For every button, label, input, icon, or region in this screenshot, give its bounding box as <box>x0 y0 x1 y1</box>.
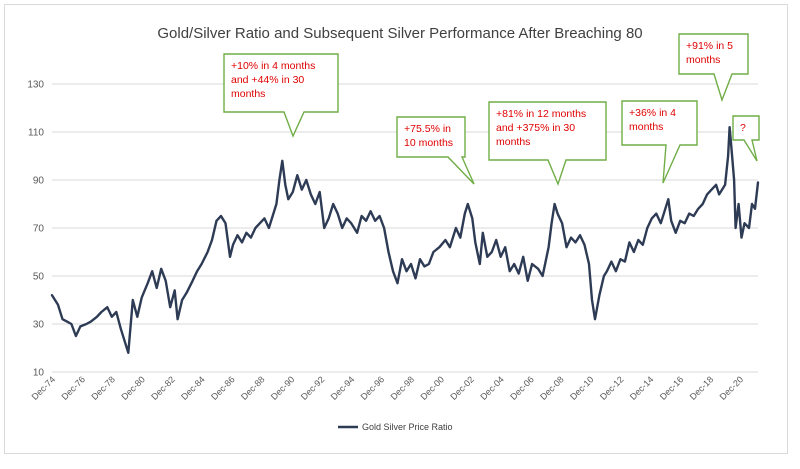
callout-text-line: +36% in 4 <box>629 107 676 119</box>
callout-box <box>396 116 475 185</box>
y-tick-label: 90 <box>33 176 45 187</box>
y-tick-label: 30 <box>33 320 45 331</box>
legend-label: Gold Silver Price Ratio <box>362 422 453 432</box>
series-group <box>50 126 760 354</box>
callouts: +10% in 4 months and +44% in 30 months +75.… <box>223 33 760 186</box>
x-tick-label: Dec-16 <box>658 374 686 402</box>
y-tick-label: 110 <box>28 128 44 139</box>
callout-text-line: months <box>629 121 663 133</box>
callout-box <box>223 53 339 138</box>
x-axis-ticks: Dec-74 Dec-76 Dec-78 Dec-80 Dec-82 Dec-84 Dec-… <box>30 374 746 402</box>
callout-text-line: months <box>231 88 265 100</box>
callout-text-line: +10% in 4 months <box>231 60 315 72</box>
callout-text-line: and +375% in 30 <box>496 122 575 134</box>
x-tick-label: Dec-78 <box>89 374 117 402</box>
x-tick-label: Dec-92 <box>299 374 327 402</box>
x-tick-label: Dec-06 <box>508 374 536 402</box>
callout-text-line: ? <box>740 122 746 134</box>
legend: Gold Silver Price Ratio <box>338 422 453 432</box>
x-tick-label: Dec-96 <box>359 374 387 402</box>
x-tick-label: Dec-14 <box>628 374 656 402</box>
callout-box <box>678 33 749 103</box>
callout-4: +36% in 4 months <box>621 100 698 184</box>
chart-frame <box>4 4 788 454</box>
x-tick-label: Dec-10 <box>568 374 596 402</box>
x-tick-label: Dec-76 <box>59 374 87 402</box>
y-tick-label: 130 <box>27 80 44 91</box>
chart-title: Gold/Silver Ratio and Subsequent Silver … <box>157 25 642 42</box>
callout-5: +91% in 5 months <box>678 33 749 103</box>
x-tick-label: Dec-98 <box>389 374 417 402</box>
callout-text-line: +81% in 12 months <box>496 108 586 120</box>
callout-text-line: months <box>686 54 720 66</box>
callout-1: +10% in 4 months and +44% in 30 months <box>223 53 339 138</box>
x-tick-label: Dec-80 <box>119 374 147 402</box>
callout-2: +75.5% in 10 months <box>396 116 475 185</box>
x-tick-label: Dec-00 <box>418 374 446 402</box>
x-tick-label: Dec-82 <box>149 374 177 402</box>
callout-text-line: 10 months <box>404 137 453 149</box>
x-tick-label: Dec-18 <box>688 374 716 402</box>
y-axis-ticks: 10 30 50 70 90 110 130 <box>27 80 44 379</box>
callout-text-line: and +44% in 30 <box>231 74 304 86</box>
y-tick-label: 10 <box>33 368 45 379</box>
callout-3: +81% in 12 months and +375% in 30 months <box>488 101 607 186</box>
callout-box <box>488 101 607 186</box>
series-line-gold-silver-ratio <box>50 126 760 354</box>
x-tick-label: Dec-90 <box>269 374 297 402</box>
x-tick-label: Dec-08 <box>538 374 566 402</box>
x-tick-label: Dec-88 <box>239 374 267 402</box>
y-tick-label: 50 <box>33 272 45 283</box>
callout-text-line: +75.5% in <box>404 123 451 135</box>
x-tick-label: Dec-12 <box>598 374 626 402</box>
callout-box <box>621 100 698 184</box>
y-tick-label: 70 <box>33 224 45 235</box>
x-tick-label: Dec-20 <box>718 374 746 402</box>
x-tick-label: Dec-86 <box>209 374 237 402</box>
callout-6: ? <box>732 115 760 162</box>
callout-box <box>732 115 760 162</box>
x-tick-label: Dec-02 <box>448 374 476 402</box>
x-tick-label: Dec-84 <box>179 374 207 402</box>
x-tick-label: Dec-94 <box>329 374 357 402</box>
callout-text-line: +91% in 5 <box>686 40 733 52</box>
callout-text-line: months <box>496 136 530 148</box>
x-tick-label: Dec-04 <box>478 374 506 402</box>
